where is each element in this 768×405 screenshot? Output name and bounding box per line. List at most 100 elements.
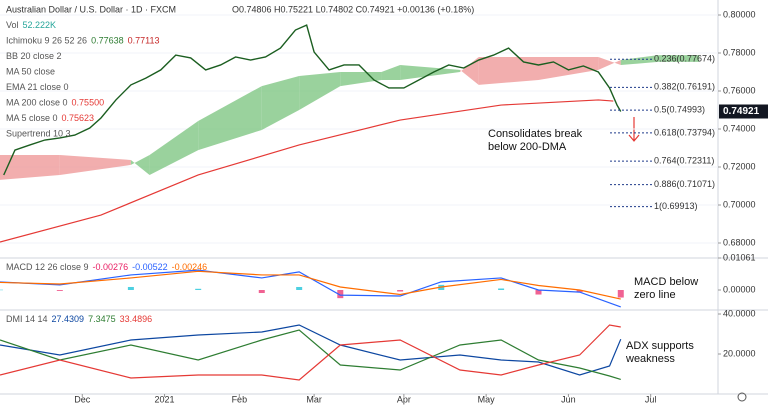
fib-label: 0.236(0.77674) [654,54,715,64]
legend-value: 0.77113 [128,36,160,46]
cloud-segment [59,155,131,175]
chart-title: Australian Dollar / U.S. Dollar · 1D · F… [6,4,176,14]
histogram-bar [576,290,583,293]
legend-value: -0.00246 [172,262,208,272]
legend-item: Supertrend 10 3 [6,129,71,139]
histogram-bar [296,286,303,291]
histogram-bar [617,290,624,298]
y-tick-label: 0.01061 [723,252,756,262]
legend-item: MACD 12 26 close 9 -0.00276 -0.00522 -0.002… [6,262,207,272]
legend-item: MA 200 close 0 0.75500 [6,98,104,108]
annotation: zero line [634,289,676,301]
y-tick-label: 0.80000 [723,9,756,19]
histogram-bar [535,290,542,295]
y-tick-label: 0.00000 [723,284,756,294]
cloud-segment [261,75,300,130]
ohlc: O0.74806 H0.75221 L0.74802 C0.74921 +0.0… [232,4,474,14]
y-tick-label: 0.74000 [723,123,756,133]
legend-value: 0.75623 [62,113,95,123]
cloud-segment [478,56,539,85]
annotation: MACD below [634,276,698,288]
fib-label: 0.5(0.74993) [654,105,705,115]
legend-value: 27.4309 [52,314,85,324]
histogram-bar [195,288,202,291]
x-tick-label: Jun [561,394,576,404]
cloud-segment [149,121,199,175]
series-line [0,269,621,308]
legend-name: MACD 12 26 close 9 [6,262,89,272]
y-tick-label: 0.72000 [723,161,756,171]
x-tick-label: May [478,394,496,404]
annotation: Consolidates break [488,128,583,140]
series-line [0,329,621,380]
last-price-box [719,104,768,119]
x-tick-label: Feb [232,394,248,404]
legend-name: MA 200 close 0 [6,98,68,108]
fib-label: 1(0.69913) [654,201,698,211]
series-line [0,324,621,381]
annotation: weakness [625,353,675,365]
legend-name: EMA 21 close 0 [6,82,69,92]
histogram-bar [127,286,134,291]
cloud-segment [340,72,382,87]
legend-value: 0.77638 [91,36,124,46]
fib-label: 0.886(0.71071) [654,179,715,189]
cloud-segment [620,55,659,65]
legend-item: MA 50 close [6,67,55,77]
cloud-segment [459,56,479,85]
histogram-bar [337,290,344,299]
cloud-segment [130,155,150,175]
y-tick-label: 40.0000 [723,308,756,318]
legend-value: 0.75500 [72,98,105,108]
legend-name: Supertrend 10 3 [6,129,71,139]
y-tick-label: 20.0000 [723,348,756,358]
legend-item: EMA 21 close 0 [6,82,69,92]
legend-name: DMI 14 14 [6,314,48,324]
settings-icon[interactable] [737,392,747,402]
cloud-segment [400,64,460,80]
legend-item: MA 5 close 0 0.75623 [6,113,94,123]
y-tick-label: 0.70000 [723,199,756,209]
cloud-segment [0,155,60,180]
y-tick-label: 0.68000 [723,237,756,247]
histogram-bar [258,290,265,294]
legend-value: 7.3475 [88,314,116,324]
series-line [0,324,622,376]
fib-label: 0.764(0.72311) [654,155,714,165]
x-tick-label: Mar [306,394,322,404]
legend-item: BB 20 close 2 [6,51,62,61]
legend-name: BB 20 close 2 [6,51,62,61]
legend-name: MA 5 close 0 [6,113,58,123]
fib-label: 0.382(0.76191) [654,82,715,92]
x-tick-label: 2021 [155,394,175,404]
legend-name: MA 50 close [6,67,55,77]
y-tick-label: 0.76000 [723,85,756,95]
histogram-bar [0,289,3,291]
legend-item: Ichimoku 9 26 52 26 0.77638 0.77113 [6,36,159,46]
annotation: ADX supports [626,340,694,352]
cloud-segment [658,55,700,62]
last-price-label: 0.74921 [723,106,760,117]
y-tick-label: 0.78000 [723,47,756,57]
fib-label: 0.618(0.73794) [654,127,715,137]
cloud-segment [299,72,341,111]
legend-value: -0.00276 [93,262,129,272]
x-tick-label: Apr [397,394,411,404]
cloud-segment [381,64,401,80]
histogram-bar [56,290,63,291]
legend-value: -0.00522 [132,262,168,272]
series-line [3,24,622,176]
x-tick-label: Dec [74,394,91,404]
histogram-bar [498,288,505,291]
legend-item: Vol 52.222K [6,20,56,30]
cloud-segment [538,56,599,80]
legend-item: DMI 14 14 27.4309 7.3475 33.4896 [6,314,152,324]
legend-value: 52.222K [23,20,57,30]
cloud-segment [598,56,621,70]
x-tick-label: Jul [645,394,657,404]
cloud-segment [198,86,262,151]
series-line [0,99,614,243]
legend-name: Ichimoku 9 26 52 26 [6,36,87,46]
